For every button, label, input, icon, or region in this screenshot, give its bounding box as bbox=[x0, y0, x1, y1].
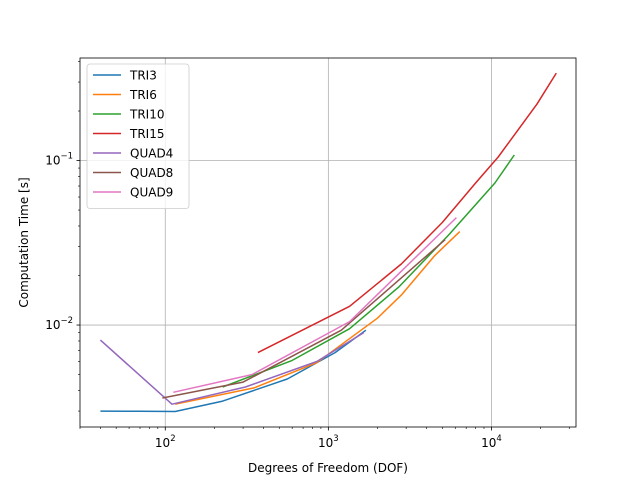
x-tick-label: 103 bbox=[318, 434, 339, 450]
series-line-quad9 bbox=[173, 217, 457, 394]
legend-label: TRI15 bbox=[129, 127, 164, 141]
y-tick-label: 10−2 bbox=[45, 316, 73, 332]
y-axis-label: Computation Time [s] bbox=[17, 177, 31, 307]
legend-label: QUAD4 bbox=[130, 147, 173, 161]
legend-label: QUAD9 bbox=[130, 186, 173, 200]
x-axis-label: Degrees of Freedom (DOF) bbox=[248, 461, 408, 475]
series-lines bbox=[99, 72, 557, 413]
legend-label: TRI3 bbox=[129, 69, 157, 83]
x-tick-label: 104 bbox=[481, 434, 502, 450]
y-tick-label: 10−1 bbox=[45, 152, 73, 168]
legend-label: QUAD8 bbox=[130, 166, 173, 180]
series-line-tri15 bbox=[257, 72, 557, 354]
series-line-tri10 bbox=[222, 154, 515, 388]
series-line-tri6 bbox=[175, 231, 461, 405]
series-line-tri3 bbox=[100, 329, 367, 413]
axis-ticks: 102 103 104 10−2 10−1 bbox=[45, 61, 570, 450]
legend: TRI3 TRI6 TRI10 TRI15 QUAD4 QUAD8 QUAD9 bbox=[86, 63, 190, 209]
series-line-quad8 bbox=[162, 239, 446, 399]
legend-label: TRI6 bbox=[129, 88, 157, 102]
series-line-quad4 bbox=[99, 331, 365, 405]
legend-label: TRI10 bbox=[129, 108, 164, 122]
x-tick-label: 102 bbox=[155, 434, 176, 450]
